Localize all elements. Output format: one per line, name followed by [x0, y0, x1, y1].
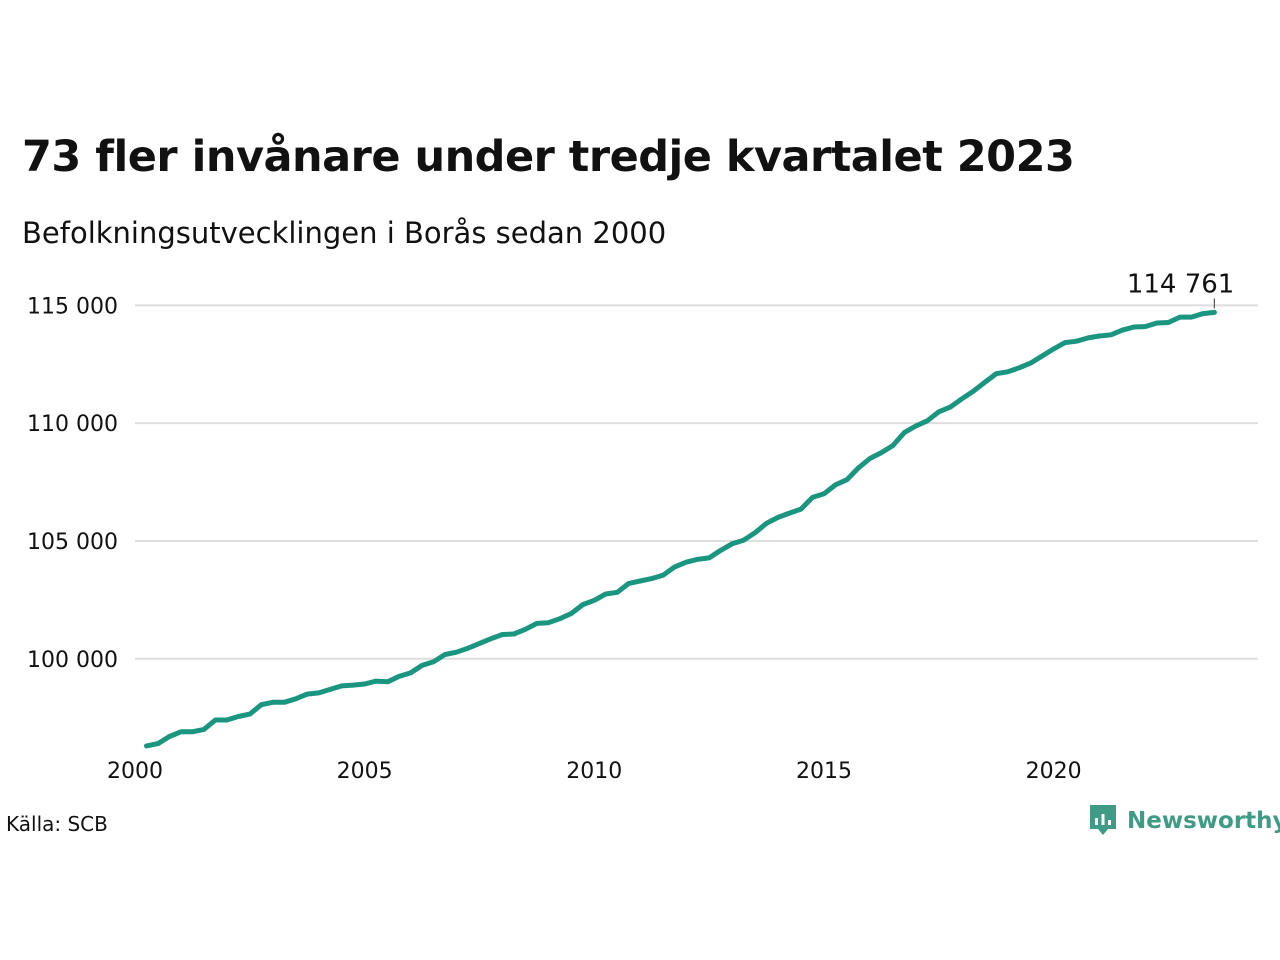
series-lines: [144, 309, 1217, 749]
y-tick-label: 105 000: [27, 530, 118, 555]
x-axis-labels: 2000 2005 2010 2015 2020: [107, 759, 1082, 784]
y-tick-label: 115 000: [27, 294, 118, 319]
y-tick-label: 100 000: [27, 648, 118, 673]
y-axis-labels: 100 000 105 000 110 000 115 000: [27, 294, 118, 672]
brand-name: Newsworthy: [1127, 808, 1280, 834]
chart-title: 73 fler invånare under tredje kvartalet …: [22, 132, 1075, 182]
newsworthy-logo-icon: [1090, 805, 1116, 835]
brand-logo[interactable]: Newsworthy: [1088, 803, 1280, 839]
x-tick-label: 2000: [107, 759, 163, 784]
x-tick-label: 2020: [1026, 759, 1082, 784]
end-value-label: 114 761: [1127, 269, 1235, 299]
end-value-annotation: 114 761: [1127, 269, 1235, 309]
x-tick-label: 2005: [337, 759, 393, 784]
x-tick-label: 2015: [796, 759, 852, 784]
source-credit: Källa: SCB: [6, 812, 108, 836]
chart-subtitle: Befolkningsutvecklingen i Borås sedan 20…: [22, 216, 667, 250]
y-tick-label: 110 000: [27, 412, 118, 437]
series-line: [144, 309, 1217, 749]
gridlines: [135, 304, 1258, 660]
x-tick-label: 2010: [566, 759, 622, 784]
